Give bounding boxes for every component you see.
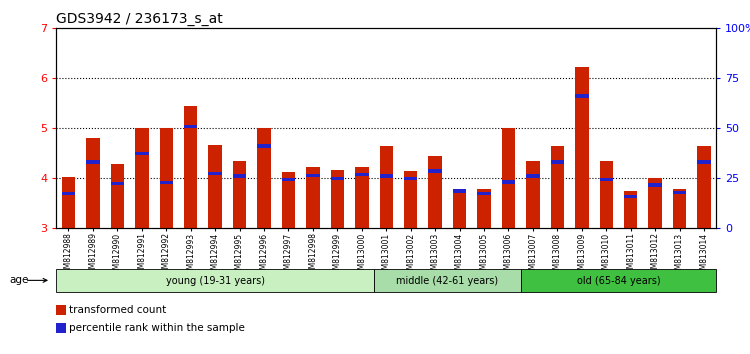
Bar	[86, 160, 100, 164]
Bar	[698, 160, 711, 164]
Bar	[526, 161, 540, 228]
Bar	[184, 125, 197, 128]
Bar	[86, 138, 100, 228]
Bar	[374, 269, 520, 292]
Bar	[184, 106, 197, 228]
Bar	[160, 129, 173, 228]
Bar	[649, 178, 662, 228]
Bar	[599, 178, 613, 181]
Bar	[649, 183, 662, 187]
Bar	[453, 189, 466, 193]
Bar	[160, 181, 173, 184]
Bar	[331, 170, 344, 228]
Bar	[232, 161, 246, 228]
Bar	[306, 173, 320, 177]
Bar	[135, 129, 148, 228]
Bar	[526, 174, 540, 178]
Text: GDS3942 / 236173_s_at: GDS3942 / 236173_s_at	[56, 12, 223, 27]
Bar	[355, 173, 368, 176]
Text: age: age	[9, 275, 28, 285]
Bar	[575, 67, 589, 228]
Bar	[209, 145, 222, 228]
Bar	[477, 189, 490, 228]
Bar	[477, 192, 490, 195]
Bar	[355, 167, 368, 228]
Bar	[232, 174, 246, 178]
Bar	[404, 171, 418, 228]
Bar	[673, 189, 686, 228]
Bar	[550, 146, 564, 228]
Bar	[331, 177, 344, 180]
Bar	[306, 167, 320, 228]
Text: middle (42-61 years): middle (42-61 years)	[396, 275, 499, 286]
Bar	[624, 195, 638, 198]
Bar	[404, 177, 418, 180]
Bar	[282, 178, 296, 181]
Bar	[257, 129, 271, 228]
Bar	[111, 182, 124, 185]
Bar	[135, 152, 148, 155]
Text: young (19-31 years): young (19-31 years)	[166, 275, 265, 286]
Bar	[673, 190, 686, 194]
Bar	[550, 160, 564, 164]
Bar	[56, 269, 374, 292]
Bar	[428, 169, 442, 173]
Text: old (65-84 years): old (65-84 years)	[577, 275, 660, 286]
Bar	[111, 164, 124, 228]
Bar	[62, 192, 75, 195]
Bar	[257, 144, 271, 148]
Bar	[599, 161, 613, 228]
Bar	[282, 172, 296, 228]
Bar	[624, 191, 638, 228]
Bar	[502, 129, 515, 228]
Bar	[62, 177, 75, 228]
Text: transformed count: transformed count	[69, 305, 166, 315]
Bar	[698, 146, 711, 228]
Bar	[209, 172, 222, 175]
Bar	[520, 269, 716, 292]
Bar	[502, 180, 515, 184]
Bar	[575, 94, 589, 98]
Bar	[453, 189, 466, 228]
Bar	[428, 156, 442, 228]
Bar	[380, 146, 393, 228]
Text: percentile rank within the sample: percentile rank within the sample	[69, 323, 244, 333]
Bar	[380, 174, 393, 178]
